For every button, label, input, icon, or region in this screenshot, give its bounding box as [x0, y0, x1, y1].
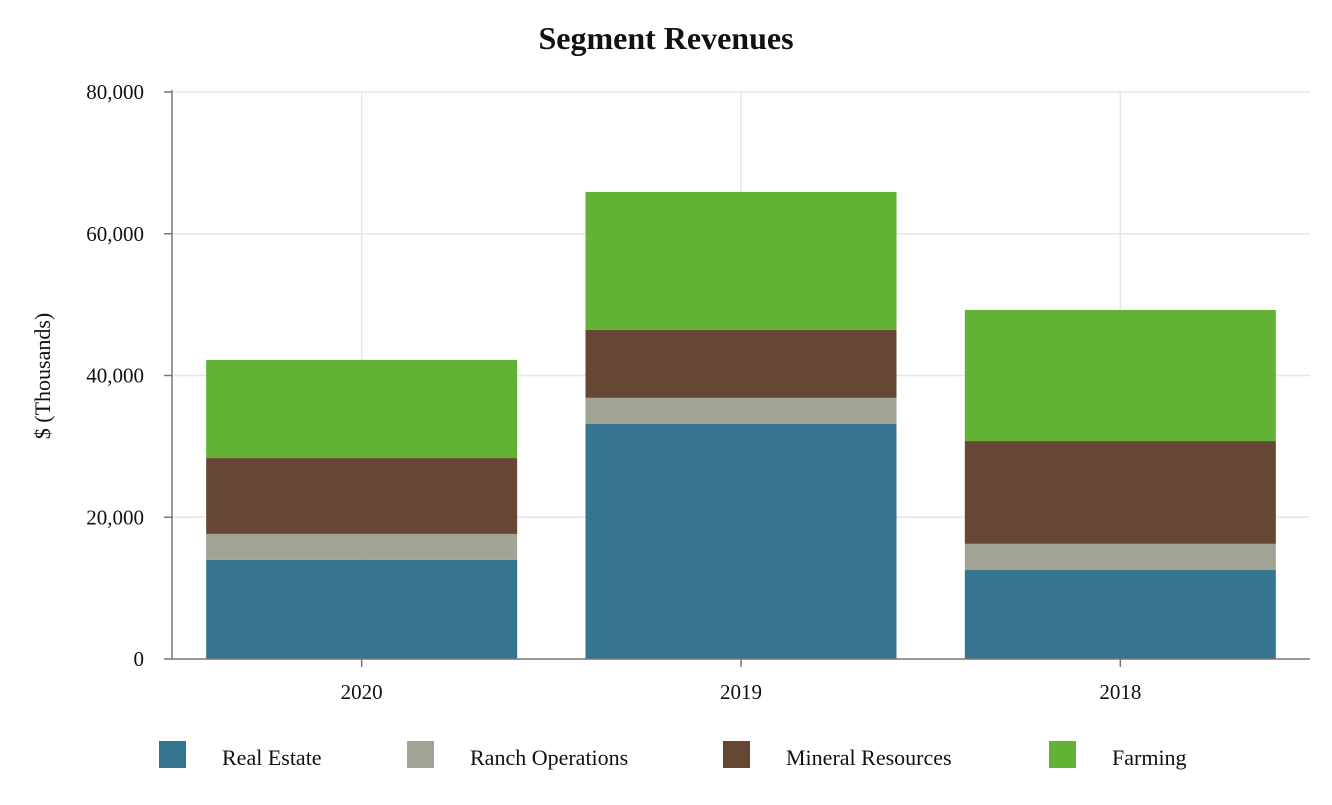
chart-title: Segment Revenues — [538, 20, 793, 56]
bar-farming-2019 — [585, 191, 897, 330]
axes: 0 20,000 40,000 60,000 80,000 2020 2019 2018 — [86, 80, 1310, 704]
legend-label: Ranch Operations — [470, 745, 628, 770]
bar-real-estate-2018 — [964, 569, 1276, 659]
bar-real-estate-2020 — [206, 559, 518, 659]
legend-swatch-farming — [1049, 741, 1076, 768]
legend: Real Estate Ranch Operations Mineral Resou… — [159, 741, 1187, 770]
bar-ranch-operations-2019 — [585, 397, 897, 424]
legend-label: Mineral Resources — [786, 745, 952, 770]
x-tick-label: 2019 — [720, 680, 762, 704]
y-tick-label: 80,000 — [86, 80, 144, 104]
y-axis-label: $ (Thousands) — [30, 313, 55, 439]
y-tick-label: 0 — [134, 647, 145, 671]
legend-label: Farming — [1112, 745, 1187, 770]
y-tick-label: 40,000 — [86, 364, 144, 388]
bar-farming-2018 — [964, 309, 1276, 442]
bar-ranch-operations-2018 — [964, 543, 1276, 570]
legend-swatch-mineral-resources — [723, 741, 750, 768]
x-tick-label: 2020 — [341, 680, 383, 704]
bar-mineral-resources-2019 — [585, 329, 897, 398]
legend-swatch-real-estate — [159, 741, 186, 768]
bar-real-estate-2019 — [585, 423, 897, 659]
bar-ranch-operations-2020 — [206, 533, 518, 560]
bar-farming-2020 — [206, 359, 518, 459]
legend-swatch-ranch-operations — [407, 741, 434, 768]
y-tick-label: 20,000 — [86, 505, 144, 529]
bars — [206, 191, 1276, 659]
legend-label: Real Estate — [222, 745, 322, 770]
bar-mineral-resources-2020 — [206, 458, 518, 534]
x-tick-label: 2018 — [1099, 680, 1141, 704]
bar-mineral-resources-2018 — [964, 441, 1276, 544]
y-tick-label: 60,000 — [86, 222, 144, 246]
